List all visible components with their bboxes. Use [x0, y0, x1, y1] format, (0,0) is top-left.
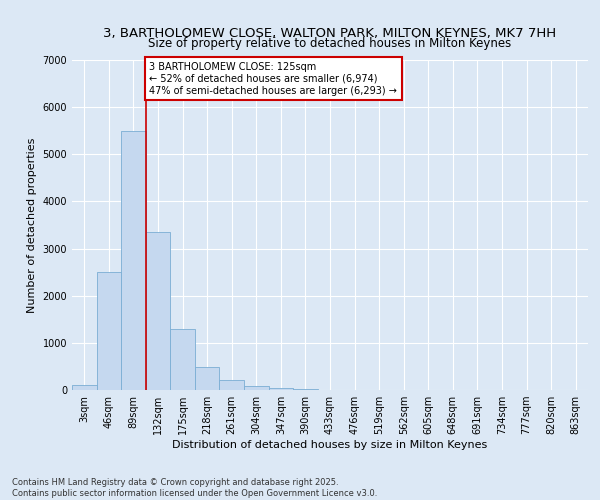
- Bar: [244, 386, 269, 390]
- Bar: [170, 328, 195, 390]
- Bar: [220, 380, 244, 390]
- Bar: [146, 232, 170, 390]
- Bar: [269, 388, 293, 390]
- Bar: [293, 388, 318, 390]
- Bar: [195, 368, 220, 390]
- Bar: [97, 272, 121, 390]
- Text: Size of property relative to detached houses in Milton Keynes: Size of property relative to detached ho…: [148, 38, 512, 51]
- Text: 3 BARTHOLOMEW CLOSE: 125sqm
← 52% of detached houses are smaller (6,974)
47% of : 3 BARTHOLOMEW CLOSE: 125sqm ← 52% of det…: [149, 62, 397, 96]
- Text: 3, BARTHOLOMEW CLOSE, WALTON PARK, MILTON KEYNES, MK7 7HH: 3, BARTHOLOMEW CLOSE, WALTON PARK, MILTO…: [103, 28, 557, 40]
- Text: Contains HM Land Registry data © Crown copyright and database right 2025.
Contai: Contains HM Land Registry data © Crown c…: [12, 478, 377, 498]
- X-axis label: Distribution of detached houses by size in Milton Keynes: Distribution of detached houses by size …: [172, 440, 488, 450]
- Bar: [121, 130, 146, 390]
- Y-axis label: Number of detached properties: Number of detached properties: [27, 138, 37, 312]
- Bar: [72, 386, 97, 390]
